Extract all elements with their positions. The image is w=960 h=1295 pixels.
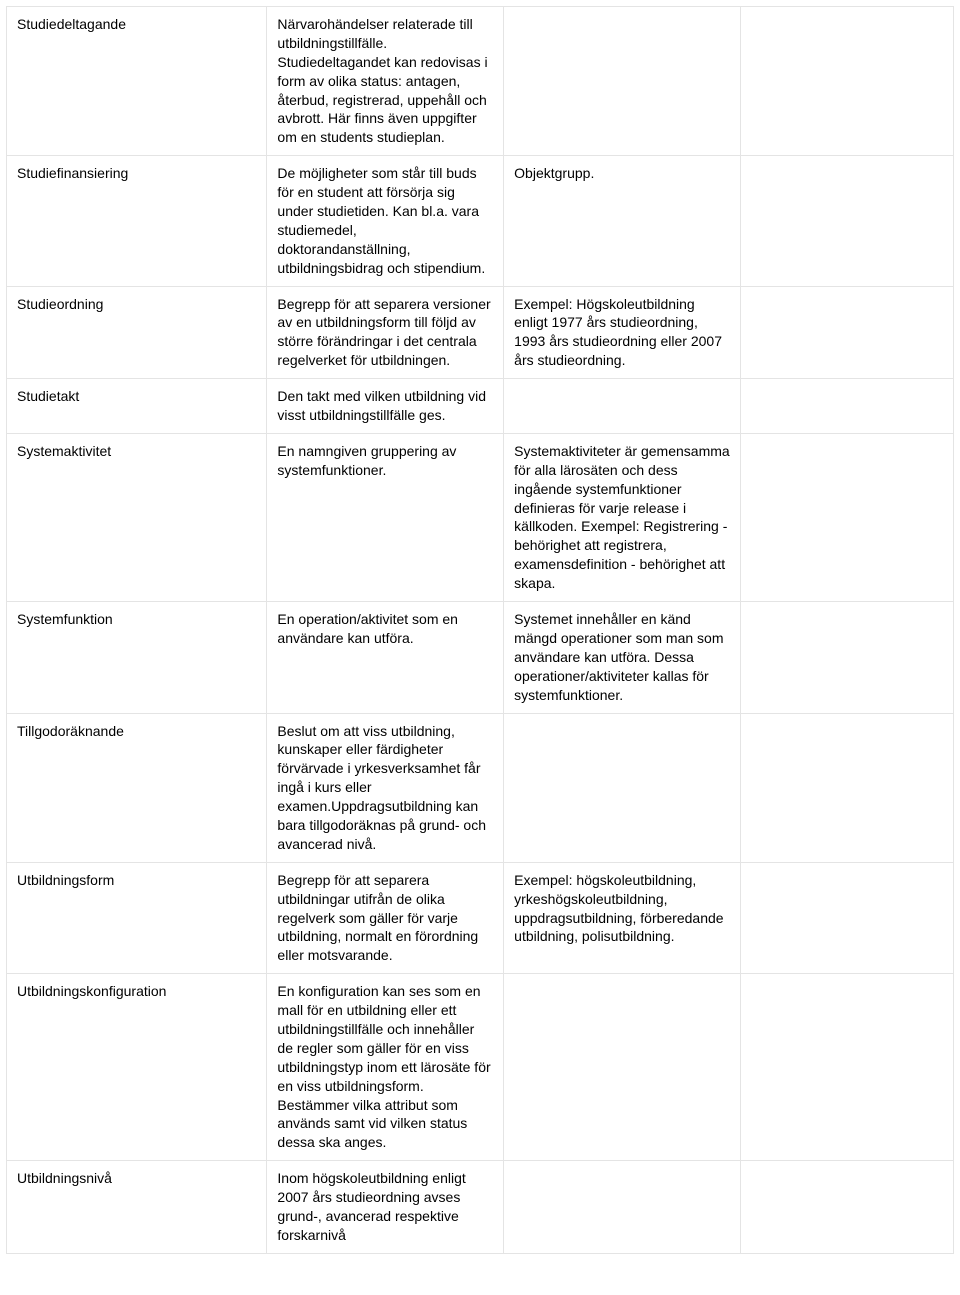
- glossary-table: StudiedeltagandeNärvarohändelser relater…: [6, 6, 954, 1254]
- note-cell: [504, 7, 741, 156]
- table-row: StudieordningBegrepp för att separera ve…: [7, 286, 954, 379]
- term-cell: Utbildningskonfiguration: [7, 974, 267, 1161]
- term-cell: Systemaktivitet: [7, 433, 267, 601]
- glossary-table-body: StudiedeltagandeNärvarohändelser relater…: [7, 7, 954, 1254]
- definition-cell: Begrepp för att separera versioner av en…: [267, 286, 504, 379]
- term-cell: Tillgodoräknande: [7, 713, 267, 862]
- table-row: UtbildningsformBegrepp för att separera …: [7, 862, 954, 973]
- table-row: StudiedeltagandeNärvarohändelser relater…: [7, 7, 954, 156]
- term-cell: Utbildningsnivå: [7, 1161, 267, 1254]
- table-row: UtbildningskonfigurationEn konfiguration…: [7, 974, 954, 1161]
- extra-cell: [740, 862, 953, 973]
- definition-cell: En konfiguration kan ses som en mall för…: [267, 974, 504, 1161]
- definition-cell: Närvarohändelser relaterade till utbildn…: [267, 7, 504, 156]
- note-cell: Objektgrupp.: [504, 156, 741, 286]
- definition-cell: Beslut om att viss utbildning, kunskaper…: [267, 713, 504, 862]
- definition-cell: Begrepp för att separera utbildningar ut…: [267, 862, 504, 973]
- term-cell: Utbildningsform: [7, 862, 267, 973]
- definition-cell: De möjligheter som står till buds för en…: [267, 156, 504, 286]
- table-row: SystemfunktionEn operation/aktivitet som…: [7, 602, 954, 713]
- extra-cell: [740, 286, 953, 379]
- term-cell: Systemfunktion: [7, 602, 267, 713]
- note-cell: [504, 379, 741, 434]
- extra-cell: [740, 379, 953, 434]
- term-cell: Studietakt: [7, 379, 267, 434]
- term-cell: Studiefinansiering: [7, 156, 267, 286]
- note-cell: Exempel: högskoleutbildning, yrkeshögsko…: [504, 862, 741, 973]
- term-cell: Studieordning: [7, 286, 267, 379]
- extra-cell: [740, 7, 953, 156]
- definition-cell: En operation/aktivitet som en användare …: [267, 602, 504, 713]
- extra-cell: [740, 156, 953, 286]
- table-row: StudiefinansieringDe möjligheter som stå…: [7, 156, 954, 286]
- definition-cell: Inom högskoleutbildning enligt 2007 års …: [267, 1161, 504, 1254]
- definition-cell: Den takt med vilken utbildning vid visst…: [267, 379, 504, 434]
- extra-cell: [740, 433, 953, 601]
- table-row: StudietaktDen takt med vilken utbildning…: [7, 379, 954, 434]
- note-cell: [504, 1161, 741, 1254]
- note-cell: Systemet innehåller en känd mängd operat…: [504, 602, 741, 713]
- note-cell: [504, 974, 741, 1161]
- note-cell: Systemaktiviteter är gemensamma för alla…: [504, 433, 741, 601]
- note-cell: [504, 713, 741, 862]
- table-row: UtbildningsnivåInom högskoleutbildning e…: [7, 1161, 954, 1254]
- extra-cell: [740, 974, 953, 1161]
- extra-cell: [740, 713, 953, 862]
- extra-cell: [740, 1161, 953, 1254]
- extra-cell: [740, 602, 953, 713]
- definition-cell: En namngiven gruppering av systemfunktio…: [267, 433, 504, 601]
- note-cell: Exempel: Högskoleutbildning enligt 1977 …: [504, 286, 741, 379]
- table-row: TillgodoräknandeBeslut om att viss utbil…: [7, 713, 954, 862]
- table-row: SystemaktivitetEn namngiven gruppering a…: [7, 433, 954, 601]
- term-cell: Studiedeltagande: [7, 7, 267, 156]
